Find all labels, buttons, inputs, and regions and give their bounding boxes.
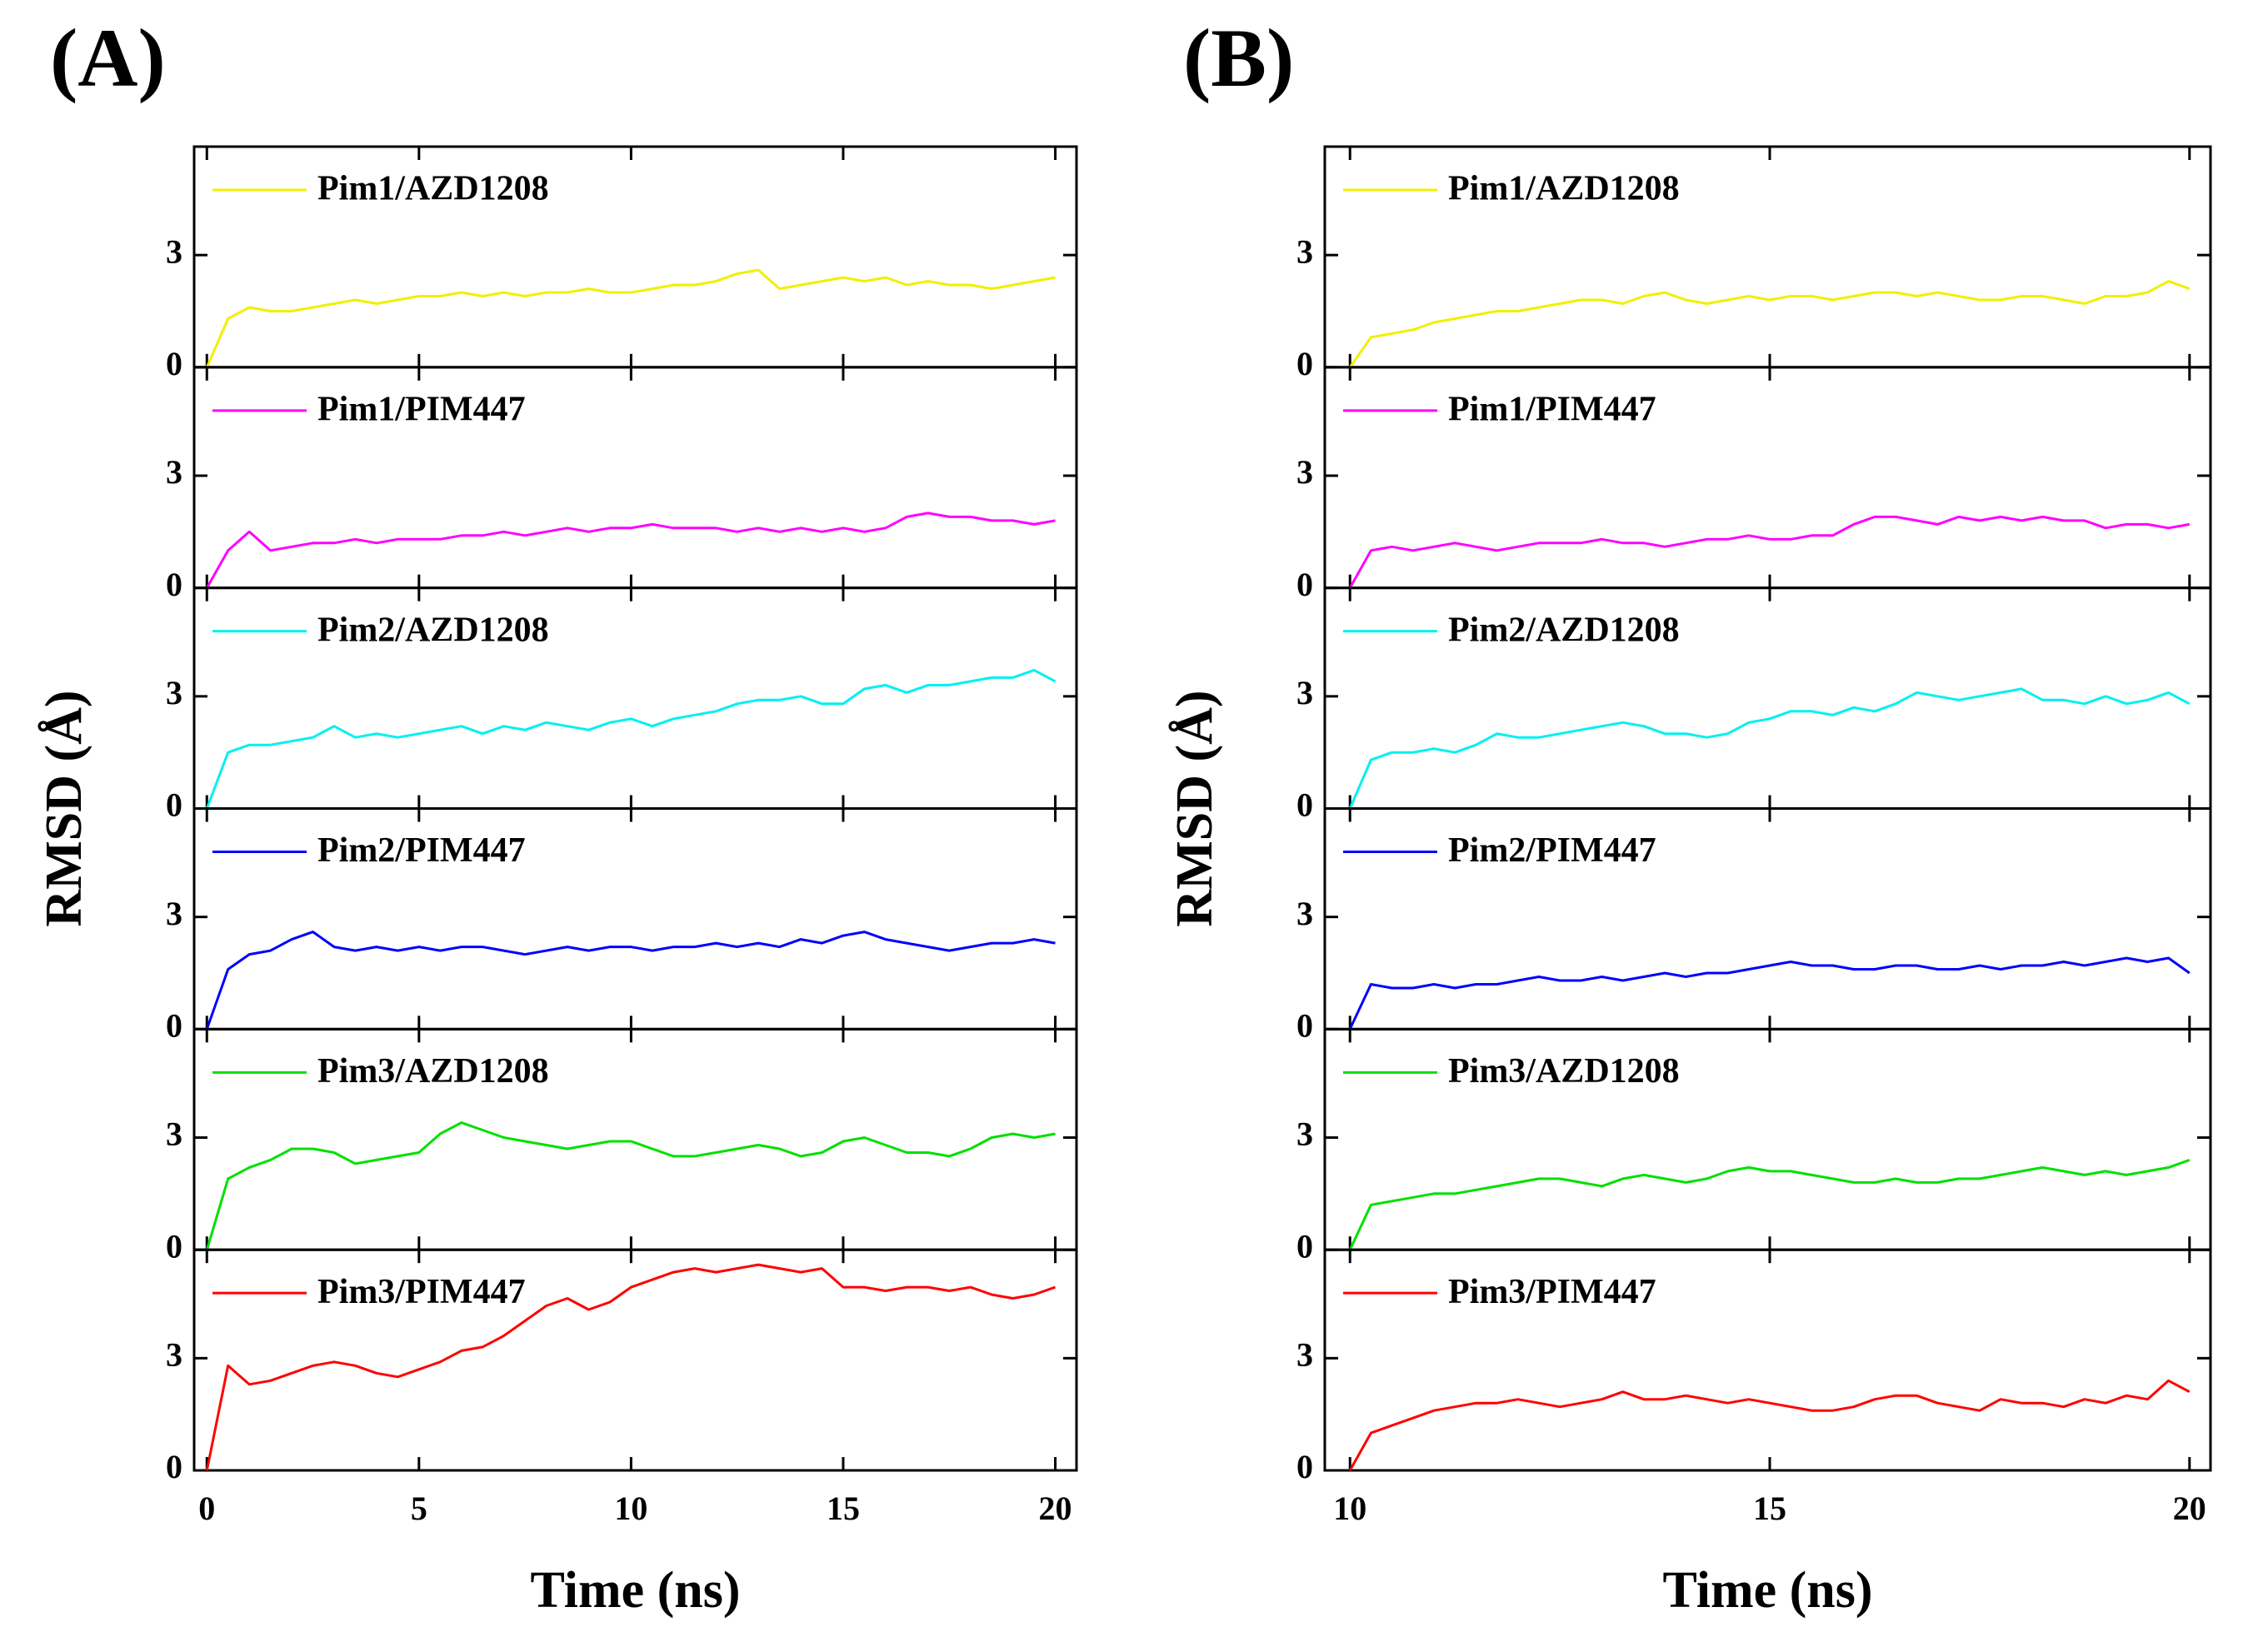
y-tick-label: 0 bbox=[166, 1007, 182, 1045]
plot-frame bbox=[192, 1248, 1078, 1472]
legend-label: Pim1/AZD1208 bbox=[317, 170, 549, 208]
legend-label: Pim3/PIM447 bbox=[317, 1273, 526, 1311]
panel-label: (A) bbox=[50, 12, 166, 104]
y-tick-label: 3 bbox=[1296, 895, 1313, 932]
legend-label: Pim3/AZD1208 bbox=[317, 1052, 549, 1091]
series-line bbox=[205, 1121, 1056, 1250]
y-tick-label: 3 bbox=[1296, 674, 1313, 711]
series-line bbox=[1348, 956, 2191, 1030]
legend-label: Pim3/PIM447 bbox=[1448, 1273, 1656, 1311]
series-line bbox=[205, 512, 1056, 589]
y-axis-label: RMSD (Å) bbox=[36, 690, 92, 926]
x-tick-label: 20 bbox=[2173, 1490, 2206, 1527]
y-tick-label: 3 bbox=[166, 1115, 182, 1153]
y-axis-label: RMSD (Å) bbox=[1166, 690, 1223, 926]
x-tick-label: 10 bbox=[614, 1490, 647, 1527]
series-line bbox=[205, 668, 1057, 810]
legend-label: Pim2/PIM447 bbox=[317, 831, 526, 870]
series-line bbox=[1348, 687, 2191, 810]
series-line bbox=[1348, 515, 2191, 589]
x-tick-label: 15 bbox=[1753, 1490, 1786, 1527]
legend-label: Pim3/AZD1208 bbox=[1448, 1052, 1680, 1091]
plot-frame bbox=[1323, 1248, 2212, 1472]
series-line bbox=[1348, 1158, 2191, 1250]
y-tick-label: 0 bbox=[166, 786, 182, 824]
y-tick-label: 0 bbox=[1296, 786, 1313, 824]
y-tick-label: 0 bbox=[166, 345, 182, 382]
y-tick-label: 3 bbox=[166, 1336, 182, 1374]
series-line bbox=[1348, 1379, 2191, 1471]
x-tick-label: 10 bbox=[1333, 1490, 1366, 1527]
series-line bbox=[205, 268, 1056, 368]
y-tick-label: 0 bbox=[166, 566, 182, 603]
legend-label: Pim2/AZD1208 bbox=[317, 611, 549, 649]
y-tick-label: 3 bbox=[1296, 1115, 1313, 1153]
y-tick-label: 3 bbox=[1296, 232, 1313, 270]
x-tick-label: 20 bbox=[1039, 1490, 1072, 1527]
x-tick-label: 0 bbox=[198, 1490, 215, 1527]
x-axis-label: Time (ns) bbox=[530, 1562, 740, 1619]
x-axis-label: Time (ns) bbox=[1662, 1562, 1872, 1619]
y-tick-label: 0 bbox=[1296, 345, 1313, 382]
y-tick-label: 0 bbox=[166, 1227, 182, 1265]
x-tick-label: 15 bbox=[827, 1490, 860, 1527]
y-tick-label: 0 bbox=[1296, 1227, 1313, 1265]
legend-label: Pim2/AZD1208 bbox=[1448, 611, 1680, 649]
y-tick-label: 0 bbox=[166, 1448, 182, 1485]
y-tick-label: 3 bbox=[1296, 1336, 1313, 1374]
y-tick-label: 3 bbox=[166, 453, 182, 491]
series-line bbox=[205, 1263, 1056, 1471]
legend-label: Pim1/AZD1208 bbox=[1448, 170, 1680, 208]
legend-label: Pim1/PIM447 bbox=[317, 390, 526, 428]
panel-label: (B) bbox=[1183, 12, 1294, 104]
y-tick-label: 0 bbox=[1296, 1007, 1313, 1045]
series-line bbox=[205, 931, 1056, 1030]
legend-label: Pim1/PIM447 bbox=[1448, 390, 1656, 428]
y-tick-label: 0 bbox=[1296, 566, 1313, 603]
y-tick-label: 3 bbox=[166, 232, 182, 270]
series-line bbox=[1348, 280, 2191, 368]
y-tick-label: 3 bbox=[166, 674, 182, 711]
y-tick-label: 0 bbox=[1296, 1448, 1313, 1485]
x-tick-label: 5 bbox=[411, 1490, 427, 1527]
legend-label: Pim2/PIM447 bbox=[1448, 831, 1656, 870]
y-tick-label: 3 bbox=[1296, 453, 1313, 491]
y-tick-label: 3 bbox=[166, 895, 182, 932]
